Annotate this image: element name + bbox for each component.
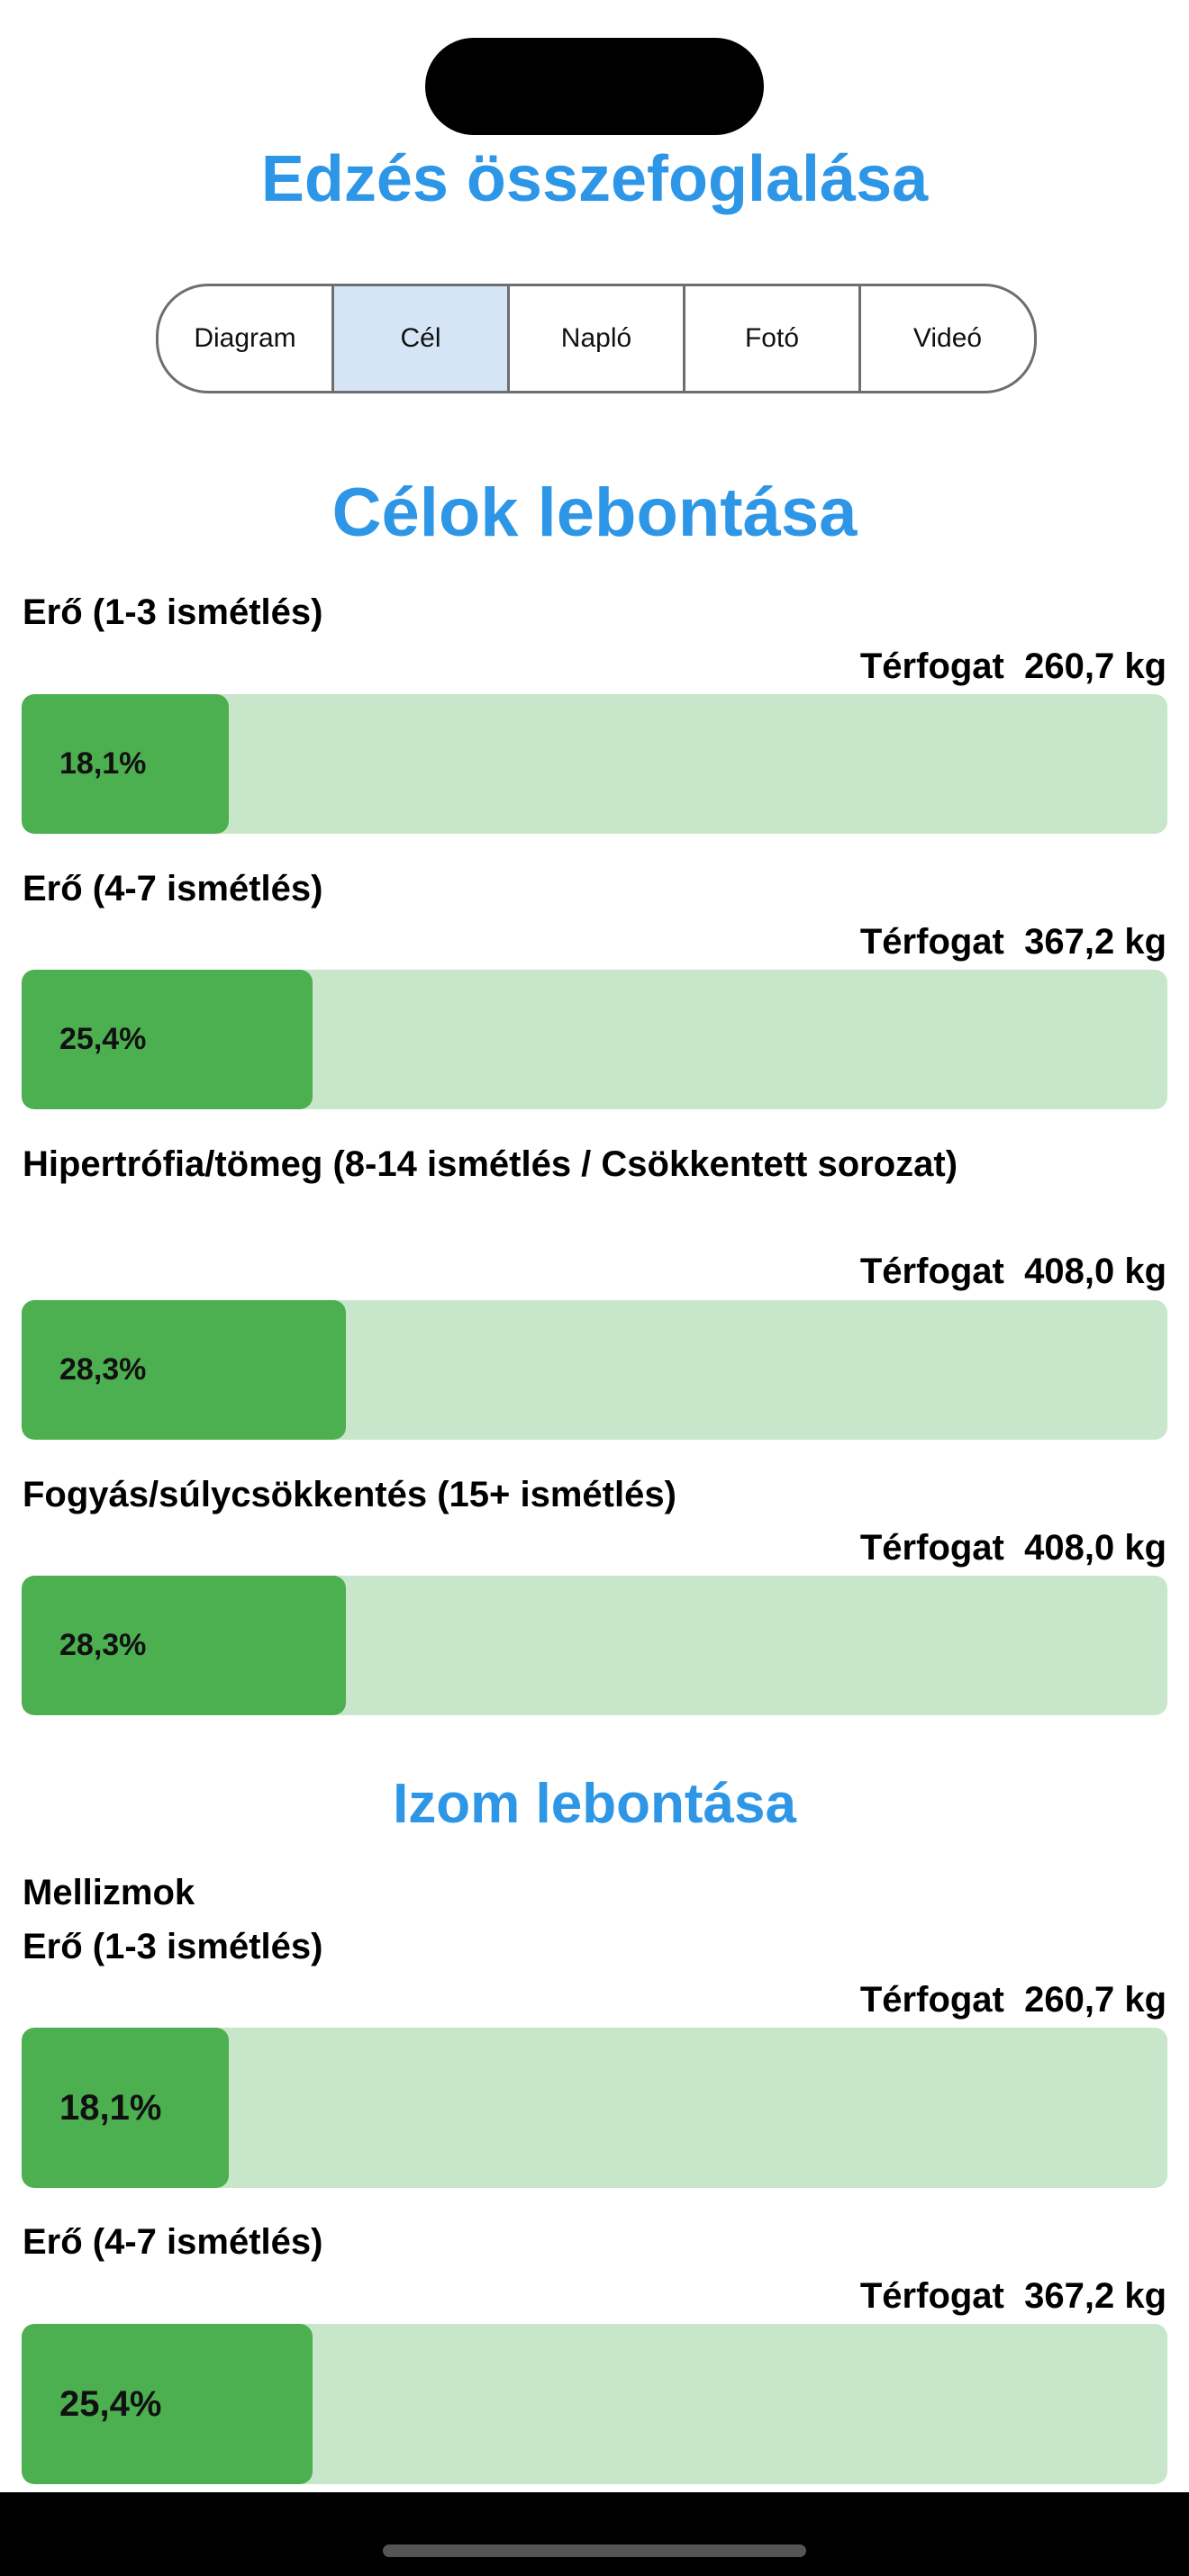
muscle-goal-label: Erő (4-7 ismétlés) <box>23 2222 323 2262</box>
progress-fill <box>22 970 313 1109</box>
goal-volume: Térfogat 408,0 kg <box>859 1252 1166 1291</box>
goal-progress-bar: 28,3% <box>22 1300 1167 1440</box>
goal-volume: Térfogat 367,2 kg <box>859 922 1166 962</box>
tab-log[interactable]: Napló <box>507 286 683 391</box>
goal-progress-bar: 28,3% <box>22 1576 1167 1715</box>
progress-fill <box>22 2028 230 2188</box>
page-title: Edzés összefoglalása <box>260 143 929 215</box>
goals-section-title: Célok lebontása <box>331 475 858 551</box>
tab-goal[interactable]: Cél <box>331 286 507 391</box>
muscle-goal-label: Erő (1-3 ismétlés) <box>23 1927 323 1966</box>
goal-volume: Térfogat 260,7 kg <box>859 646 1166 686</box>
goal-label: Erő (4-7 ismétlés) <box>23 869 323 908</box>
muscle-name: Mellizmok <box>23 1873 195 1912</box>
goal-label: Hipertrófia/tömeg (8-14 ismétlés / Csökk… <box>23 1144 958 1184</box>
progress-percent: 28,3% <box>59 1352 147 1387</box>
progress-fill <box>22 1300 346 1440</box>
muscle-goal-volume: Térfogat 367,2 kg <box>859 2276 1166 2316</box>
goal-label: Fogyás/súlycsökkentés (15+ ismétlés) <box>23 1475 676 1514</box>
muscle-progress-bar: 25,4% <box>22 2324 1167 2484</box>
tab-bar: Diagram Cél Napló Fotó Videó <box>156 284 1037 393</box>
tab-video[interactable]: Videó <box>858 286 1034 391</box>
progress-percent: 18,1% <box>59 2087 162 2128</box>
progress-percent: 18,1% <box>59 746 147 781</box>
home-indicator[interactable] <box>383 2544 806 2557</box>
goal-volume: Térfogat 408,0 kg <box>859 1528 1166 1568</box>
goal-progress-bar: 18,1% <box>22 694 1167 834</box>
progress-percent: 25,4% <box>59 1022 147 1056</box>
progress-percent: 25,4% <box>59 2383 162 2424</box>
progress-fill <box>22 1576 346 1715</box>
camera-notch <box>425 38 764 135</box>
muscle-progress-bar: 18,1% <box>22 2028 1167 2188</box>
tab-photo[interactable]: Fotó <box>683 286 858 391</box>
muscle-section-title: Izom lebontása <box>393 1773 796 1835</box>
muscle-goal-volume: Térfogat 260,7 kg <box>859 1980 1166 2020</box>
goal-progress-bar: 25,4% <box>22 970 1167 1109</box>
progress-fill <box>22 694 230 834</box>
goal-label: Erő (1-3 ismétlés) <box>23 592 323 632</box>
progress-fill <box>22 2324 313 2484</box>
tab-diagram[interactable]: Diagram <box>194 323 296 353</box>
bottom-safe-area <box>0 2492 1189 2576</box>
progress-percent: 28,3% <box>59 1628 147 1662</box>
